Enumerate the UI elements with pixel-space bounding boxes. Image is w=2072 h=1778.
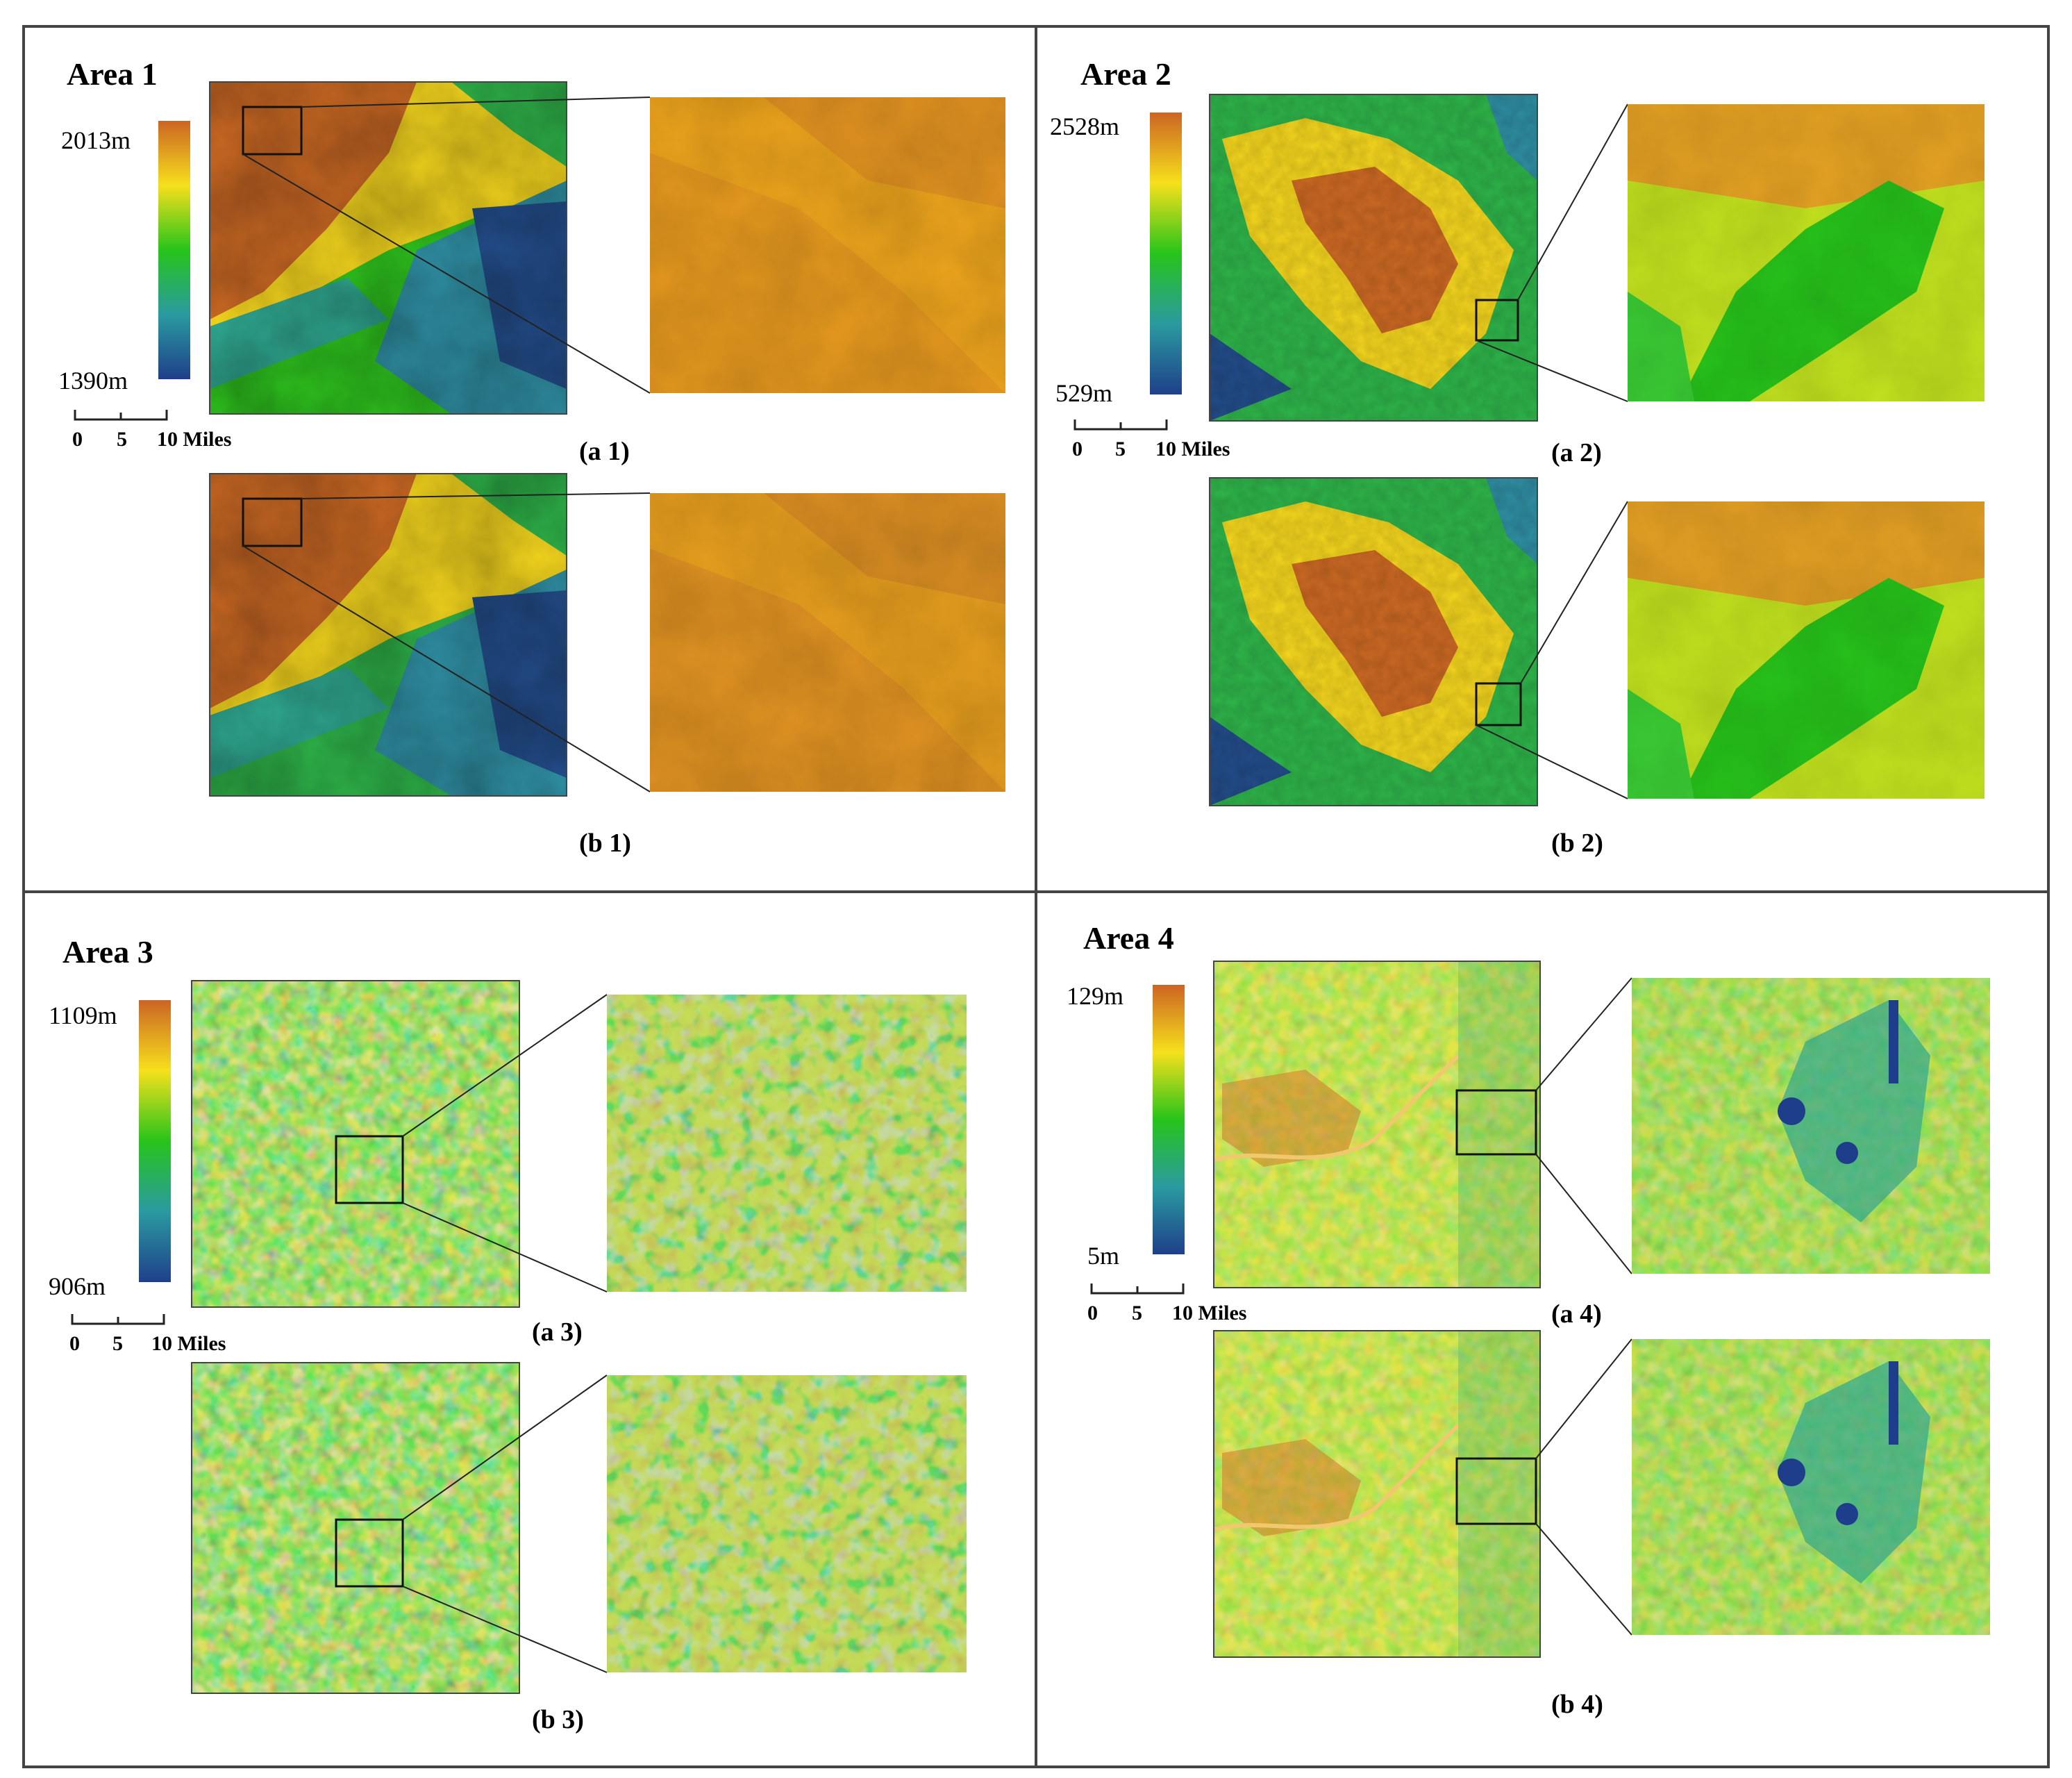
legend-min-label: 5m — [1087, 1242, 1119, 1270]
zoom-connector — [301, 492, 651, 499]
scale-tick-5: 5 — [117, 428, 127, 451]
area-title: Area 2 — [1080, 56, 1171, 92]
zoom-connector — [1520, 501, 1628, 684]
dem-map-b3 — [191, 1362, 520, 1694]
panel-label-b2: (b 2) — [1551, 829, 1603, 858]
scale-tick-10-miles: 10 Miles — [157, 428, 231, 451]
zoom-connector — [402, 994, 608, 1137]
zoom-connector — [301, 97, 651, 108]
scale-tick-0: 0 — [69, 1332, 80, 1355]
zoom-box — [242, 106, 303, 156]
zoom-box — [335, 1135, 404, 1204]
scale-bar — [74, 410, 168, 421]
legend-max-label: 1109m — [49, 1002, 117, 1029]
panel-label-a1: (a 1) — [579, 437, 630, 466]
area-3: Area 3 1109m 906m 0 5 10 Miles (a 3) — [49, 934, 967, 1734]
zoom-connector — [402, 1586, 608, 1673]
zoom-map-a1 — [650, 97, 1005, 393]
scale-tick-10-miles: 10 Miles — [1155, 438, 1230, 460]
zoom-connector — [1476, 340, 1628, 402]
legend-min-label: 1390m — [58, 367, 128, 394]
elevation-legend-bar — [158, 121, 190, 379]
zoom-box — [242, 497, 303, 547]
zoom-box — [1475, 682, 1522, 726]
dem-map-b2 — [1209, 477, 1538, 806]
zoom-map-b2 — [1628, 501, 1985, 799]
panel-label-a2: (a 2) — [1551, 438, 1602, 467]
zoom-box — [1455, 1089, 1537, 1156]
legend-max-label: 2528m — [1050, 113, 1119, 140]
scale-tick-10-miles: 10 Miles — [151, 1332, 226, 1355]
zoom-connector — [1476, 724, 1628, 799]
zoom-map-a4 — [1632, 978, 1990, 1274]
zoom-connector — [1535, 1154, 1632, 1274]
elevation-legend-bar — [1150, 113, 1182, 394]
zoom-box — [1455, 1457, 1537, 1525]
dem-map-a4 — [1213, 961, 1541, 1288]
dem-map-b1 — [209, 473, 567, 797]
legend-min-label: 906m — [49, 1272, 106, 1300]
zoom-connector — [242, 545, 651, 792]
area-4: Area 4 129m 5m 0 5 10 Miles — [1067, 920, 1990, 1719]
zoom-connector — [402, 1374, 608, 1520]
zoom-connector — [1517, 103, 1628, 301]
dem-map-b4 — [1213, 1330, 1541, 1658]
area-2: Area 2 2528m 529m 0 5 10 Miles — [1050, 56, 1985, 858]
scale-tick-5: 5 — [112, 1332, 123, 1355]
zoom-box — [1475, 299, 1519, 342]
area-1: Area 1 2013m 1390m 0 5 10 Miles — [58, 56, 1005, 858]
elevation-legend-bar — [139, 1000, 171, 1282]
area-title: Area 3 — [62, 934, 153, 970]
scale-bar — [1073, 419, 1168, 431]
zoom-map-b4 — [1632, 1339, 1990, 1635]
scale-bar — [71, 1314, 165, 1325]
zoom-connector — [1535, 1338, 1632, 1459]
legend-min-label: 529m — [1055, 379, 1112, 407]
scale-tick-0: 0 — [72, 428, 83, 451]
legend-max-label: 2013m — [61, 126, 131, 154]
scale-tick-5: 5 — [1115, 438, 1126, 460]
panel-grid — [22, 25, 2050, 1768]
panel-label-a4: (a 4) — [1551, 1299, 1602, 1329]
zoom-connector — [1535, 1523, 1632, 1636]
zoom-connector — [1535, 977, 1632, 1091]
zoom-map-b3 — [607, 1375, 967, 1672]
area-title: Area 1 — [67, 56, 158, 92]
scale-tick-0: 0 — [1087, 1302, 1098, 1324]
dem-map-a1 — [209, 81, 567, 415]
zoom-map-b1 — [650, 493, 1005, 792]
scale-tick-5: 5 — [1132, 1302, 1142, 1324]
zoom-map-a2 — [1628, 104, 1985, 401]
area-title: Area 4 — [1083, 920, 1174, 956]
scale-bar — [1090, 1283, 1185, 1295]
panel-label-b4: (b 4) — [1551, 1690, 1603, 1719]
zoom-connector — [242, 153, 651, 394]
zoom-map-a3 — [607, 995, 967, 1292]
zoom-connector — [402, 1202, 608, 1293]
panel-label-b1: (b 1) — [579, 829, 631, 858]
legend-max-label: 129m — [1067, 982, 1123, 1010]
zoom-box — [335, 1518, 404, 1588]
panel-label-a3: (a 3) — [532, 1318, 583, 1347]
dem-map-a3 — [191, 980, 520, 1308]
elevation-legend-bar — [1153, 985, 1185, 1254]
panel-label-b3: (b 3) — [532, 1705, 584, 1734]
scale-tick-10-miles: 10 Miles — [1172, 1302, 1246, 1324]
scale-tick-0: 0 — [1072, 438, 1083, 460]
dem-map-a2 — [1209, 94, 1538, 422]
